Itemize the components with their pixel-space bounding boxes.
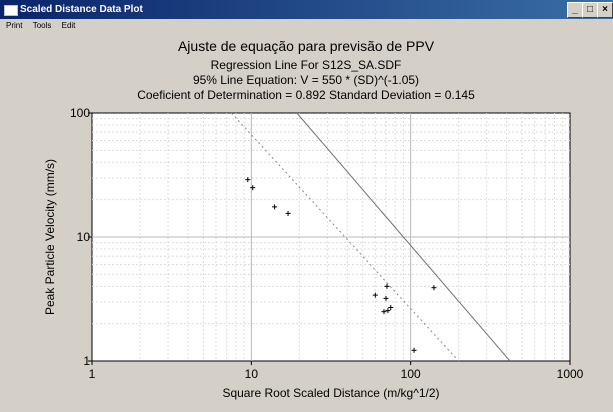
data-point bbox=[245, 177, 251, 183]
plot-area: Ajuste de equação para previsão de PPV R… bbox=[0, 33, 613, 407]
x-tick-label: 100 bbox=[401, 367, 421, 381]
close-button[interactable]: × bbox=[597, 2, 613, 18]
regression-line-best-fit bbox=[231, 112, 459, 362]
app-icon bbox=[4, 5, 18, 16]
data-point bbox=[272, 204, 278, 210]
chart-subtitle-3: Coeficient of Determination = 0.892 Stan… bbox=[137, 88, 475, 102]
data-point bbox=[383, 295, 389, 301]
data-point bbox=[388, 305, 394, 311]
data-point bbox=[411, 347, 417, 353]
y-tick-label: 100 bbox=[70, 106, 90, 120]
menu-tools[interactable]: Tools bbox=[32, 21, 52, 30]
window-titlebar: Scaled Distance Data Plot _ □ × bbox=[0, 0, 613, 19]
grid-lines bbox=[92, 113, 570, 361]
data-point bbox=[385, 308, 391, 314]
menu-bar: Print Tools Edit bbox=[0, 19, 613, 33]
x-tick-label: 1 bbox=[89, 367, 96, 381]
y-tick-label: 10 bbox=[77, 230, 91, 244]
minimize-button[interactable]: _ bbox=[567, 2, 583, 18]
window-title: Scaled Distance Data Plot bbox=[20, 4, 143, 15]
data-point bbox=[381, 309, 387, 315]
x-axis-label: Square Root Scaled Distance (m/kg^1/2) bbox=[222, 386, 439, 400]
scatter-chart: Ajuste de equação para previsão de PPV R… bbox=[43, 38, 584, 400]
regression-lines bbox=[231, 112, 511, 362]
y-axis-label: Peak Particle Velocity (mm/s) bbox=[43, 159, 57, 315]
maximize-button[interactable]: □ bbox=[582, 2, 598, 18]
data-point bbox=[431, 285, 437, 291]
x-tick-label: 10 bbox=[245, 367, 259, 381]
data-point bbox=[250, 185, 256, 191]
y-tick-label: 1 bbox=[83, 354, 90, 368]
chart-subtitle-2: 95% Line Equation: V = 550 * (SD)^(-1.05… bbox=[193, 73, 419, 87]
data-point bbox=[372, 292, 378, 298]
data-points bbox=[245, 177, 437, 353]
menu-edit[interactable]: Edit bbox=[61, 21, 76, 30]
regression-line-upper bbox=[296, 112, 511, 362]
data-point bbox=[285, 210, 291, 216]
axis-ticks: 1 10 100 1000 1 10 100 bbox=[70, 106, 584, 381]
chart-subtitle-1: Regression Line For S12S_SA.SDF bbox=[211, 58, 402, 72]
data-point bbox=[384, 283, 390, 289]
menu-print[interactable]: Print bbox=[6, 21, 23, 30]
chart-title: Ajuste de equação para previsão de PPV bbox=[178, 38, 435, 54]
x-tick-label: 1000 bbox=[557, 367, 584, 381]
